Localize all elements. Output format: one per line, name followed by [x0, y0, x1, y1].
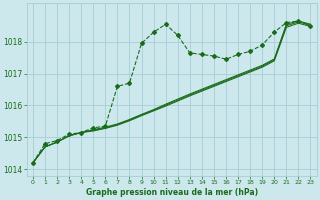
X-axis label: Graphe pression niveau de la mer (hPa): Graphe pression niveau de la mer (hPa): [86, 188, 258, 197]
